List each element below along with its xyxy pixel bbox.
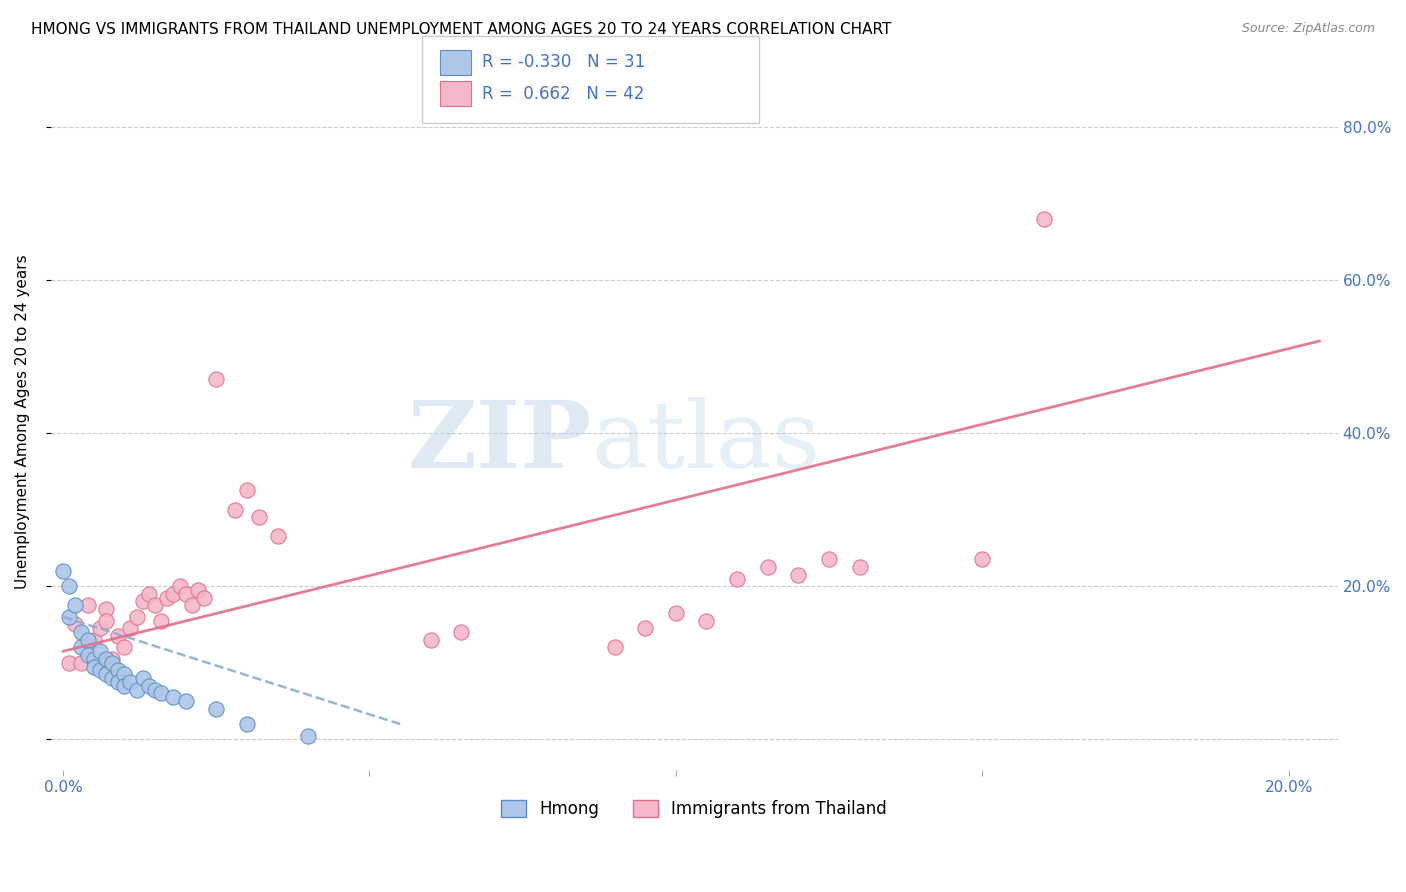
Point [125, 609, 148, 624]
Point [120, 674, 142, 689]
Point [450, 625, 472, 640]
Text: HMONG VS IMMIGRANTS FROM THAILAND UNEMPLOYMENT AMONG AGES 20 TO 24 YEARS CORRELA: HMONG VS IMMIGRANTS FROM THAILAND UNEMPL… [31, 22, 891, 37]
Point [132, 671, 155, 685]
Point [94, 667, 117, 681]
Point [94, 614, 117, 628]
Point [70, 625, 93, 640]
Point [972, 552, 994, 566]
Point [101, 652, 124, 666]
Text: R = -0.330   N = 31: R = -0.330 N = 31 [482, 54, 645, 71]
Text: R =  0.662   N = 42: R = 0.662 N = 42 [482, 85, 644, 103]
Text: atlas: atlas [592, 398, 821, 487]
Point [65, 599, 87, 613]
Point [143, 682, 166, 697]
Point [150, 614, 173, 628]
Point [70, 656, 93, 670]
Point [848, 560, 870, 574]
Point [634, 621, 657, 635]
Point [205, 372, 228, 386]
Point [787, 567, 810, 582]
Point [107, 664, 129, 678]
Point [107, 629, 129, 643]
Point [83, 659, 105, 673]
Point [107, 674, 129, 689]
Point [266, 529, 288, 543]
Point [162, 587, 184, 601]
Point [174, 587, 197, 601]
Point [174, 694, 197, 708]
Point [725, 572, 748, 586]
Point [83, 632, 105, 647]
Point [125, 682, 148, 697]
Point [603, 640, 626, 655]
Point [89, 621, 111, 635]
Point [695, 614, 717, 628]
Point [89, 644, 111, 658]
Point [247, 510, 270, 524]
Point [193, 591, 215, 605]
Text: ZIP: ZIP [408, 398, 592, 487]
Point [132, 594, 155, 608]
Point [818, 552, 841, 566]
Point [52, 564, 75, 578]
Point [76, 599, 98, 613]
Point [150, 686, 173, 700]
Point [83, 652, 105, 666]
Point [58, 656, 80, 670]
Point [224, 502, 246, 516]
Point [112, 640, 135, 655]
Point [138, 587, 160, 601]
Y-axis label: Unemployment Among Ages 20 to 24 years: Unemployment Among Ages 20 to 24 years [15, 254, 30, 589]
Point [169, 579, 191, 593]
Point [101, 656, 124, 670]
Point [297, 729, 319, 743]
Point [205, 702, 228, 716]
Point [101, 671, 124, 685]
Point [94, 652, 117, 666]
Point [419, 632, 441, 647]
Point [94, 602, 117, 616]
Point [187, 582, 209, 597]
Point [236, 483, 259, 498]
Legend: Hmong, Immigrants from Thailand: Hmong, Immigrants from Thailand [495, 793, 894, 824]
Point [138, 679, 160, 693]
Point [120, 621, 142, 635]
Point [665, 606, 688, 620]
Point [76, 632, 98, 647]
Point [76, 648, 98, 662]
Point [65, 617, 87, 632]
Point [58, 609, 80, 624]
Point [112, 667, 135, 681]
Point [1032, 211, 1054, 226]
Point [236, 717, 259, 731]
Point [180, 599, 202, 613]
Point [58, 579, 80, 593]
Point [143, 599, 166, 613]
Text: Source: ZipAtlas.com: Source: ZipAtlas.com [1241, 22, 1375, 36]
Point [162, 690, 184, 705]
Point [112, 679, 135, 693]
Point [156, 591, 179, 605]
Point [89, 664, 111, 678]
Point [756, 560, 779, 574]
Point [70, 640, 93, 655]
